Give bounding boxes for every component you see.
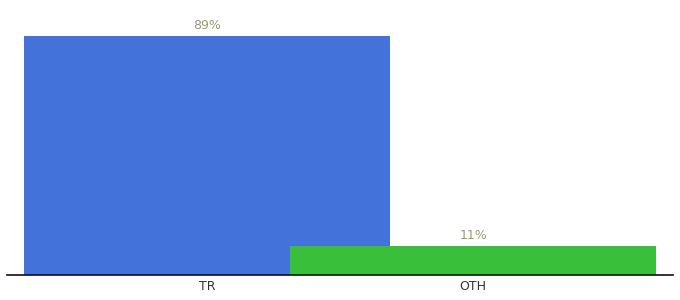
Text: 11%: 11% [460, 229, 487, 242]
Bar [290, 246, 656, 275]
Bar [24, 37, 390, 275]
Text: 89%: 89% [193, 20, 221, 32]
